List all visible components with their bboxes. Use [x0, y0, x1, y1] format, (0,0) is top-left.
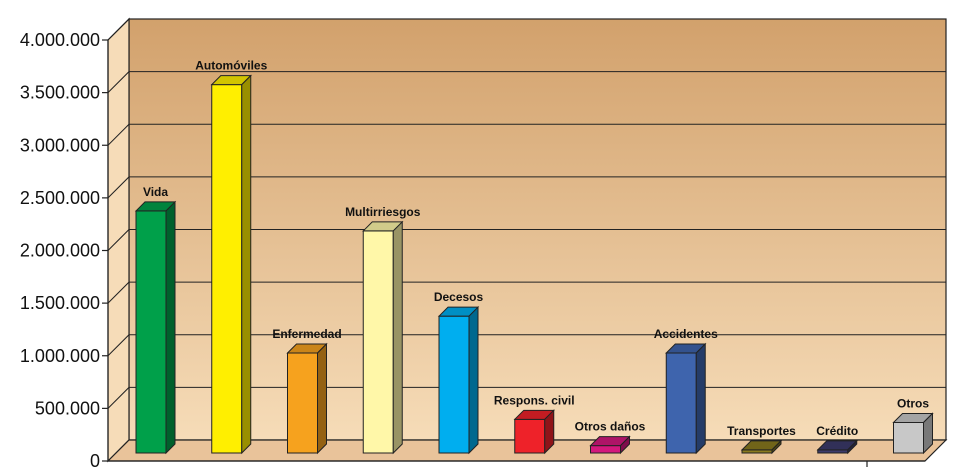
bar-side	[695, 342, 706, 455]
y-tick-label: 1.000.000	[20, 346, 100, 366]
gridline-side	[107, 123, 130, 146]
gridline-side	[107, 387, 130, 409]
bar-front	[211, 84, 243, 454]
bar-front	[287, 352, 318, 454]
bar-label: Accidentes	[654, 327, 718, 341]
bar-8	[740, 439, 783, 455]
bar-front	[362, 230, 394, 454]
bar-label: Transportes	[727, 424, 796, 438]
bar-front	[514, 418, 546, 454]
y-tick-label: 2.000.000	[20, 241, 100, 261]
bar-label: Enfermedad	[272, 327, 341, 341]
bar-7	[665, 342, 707, 455]
bar-front	[438, 315, 470, 454]
gridline-side	[107, 176, 130, 199]
bar-label: Crédito	[816, 424, 858, 438]
y-tick-label: 4.000.000	[20, 30, 100, 50]
bar-5	[513, 409, 555, 455]
bar-label: Respons. civil	[494, 393, 575, 407]
bar-front	[665, 352, 697, 454]
gridline-side	[107, 71, 130, 93]
bar-side	[544, 409, 555, 455]
y-tick-label: 1.500.000	[20, 293, 100, 313]
bar-front	[135, 210, 167, 454]
bar-label: Vida	[143, 185, 168, 199]
y-tick-label: 3.000.000	[20, 135, 100, 155]
gridline-side	[107, 281, 130, 304]
bar-4	[437, 305, 480, 455]
gridline-side	[107, 334, 130, 357]
bar-side	[620, 435, 630, 455]
bar-1	[210, 74, 252, 455]
y-tick-label: 3.500.000	[20, 83, 100, 103]
bar-10	[892, 412, 934, 455]
bar-6	[589, 435, 631, 455]
bar-side	[847, 439, 858, 455]
bar-side	[317, 342, 327, 455]
y-tick-label: 500.000	[35, 398, 100, 418]
y-tick-label: 0	[90, 451, 100, 469]
y-tick-label: 2.500.000	[20, 188, 100, 208]
bar-side	[241, 74, 252, 455]
bar-side	[392, 220, 403, 455]
bar-3	[362, 220, 404, 455]
gridline-side	[107, 18, 130, 41]
bar-label: Automóviles	[195, 59, 267, 73]
bar-label: Otros daños	[575, 420, 646, 434]
bar-9	[816, 439, 858, 455]
bar-front	[590, 445, 621, 454]
bar-side	[771, 439, 782, 455]
bar-label: Multirriesgos	[345, 205, 421, 219]
bar-side	[165, 200, 176, 455]
bar-2	[286, 342, 328, 455]
bar-0	[134, 200, 177, 455]
bar-side	[923, 412, 933, 455]
bar-side	[468, 305, 479, 455]
bar-front	[893, 421, 924, 454]
bar-label: Decesos	[434, 290, 484, 304]
gridline-side	[107, 229, 130, 251]
bar-label: Otros	[897, 396, 929, 410]
